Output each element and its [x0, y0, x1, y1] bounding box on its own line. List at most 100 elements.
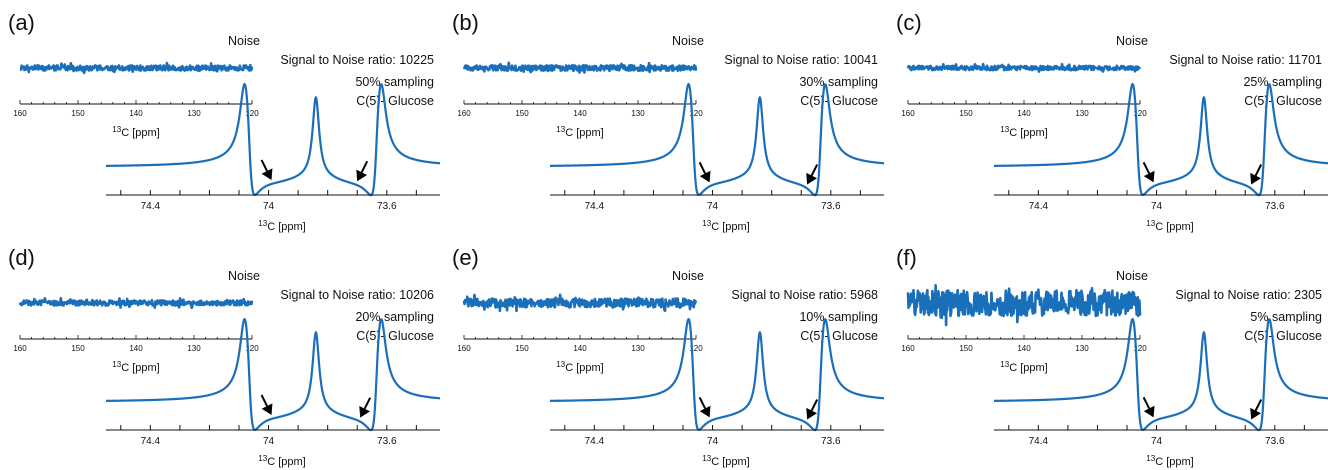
noise-title: Noise: [228, 269, 260, 283]
main-tick-label: 73.6: [377, 436, 397, 447]
spectrum-trace: [549, 317, 885, 432]
main-tick-label: 74: [1151, 436, 1163, 447]
panel-label: (c): [896, 10, 922, 35]
panel-svg: (a) Noise Signal to Noise ratio: 10225 50% …: [8, 10, 441, 233]
inset-tick-label: 130: [631, 344, 645, 353]
spectrum-trace: [549, 82, 885, 197]
noise-trace: [906, 62, 1142, 73]
inset-tick-label: 140: [573, 109, 587, 118]
annotation-arrow: [698, 396, 711, 418]
panel-label: (d): [8, 245, 35, 270]
spectrum-trace: [993, 317, 1328, 432]
inset-tick-label: 150: [71, 109, 85, 118]
panel-svg: (b) Noise Signal to Noise ratio: 10041 30% …: [452, 10, 885, 233]
annotation-arrow: [260, 394, 273, 415]
inset-tick-label: 120: [689, 109, 703, 118]
noise-title: Noise: [1116, 34, 1148, 48]
main-tick-label: 74.4: [1029, 436, 1049, 447]
panel-label: (f): [896, 245, 917, 270]
main-tick-label: 74.4: [585, 201, 605, 212]
inset-axis-label: 13C [ppm]: [112, 125, 159, 139]
inset-axis-label: 13C [ppm]: [112, 360, 159, 374]
annotation-arrow: [806, 164, 819, 185]
noise-trace: [19, 61, 254, 75]
inset-tick-label: 160: [457, 109, 471, 118]
main-tick-label: 73.6: [1265, 201, 1285, 212]
annotation-arrow: [1142, 161, 1155, 183]
sampling-label: 50% sampling: [355, 75, 434, 89]
carbon-label: C(5)- Glucose: [800, 94, 878, 108]
inset-tick-label: 140: [129, 109, 143, 118]
inset-axis-label: 13C [ppm]: [556, 125, 603, 139]
main-axis-label: 13C [ppm]: [258, 219, 305, 233]
main-tick-label: 74: [263, 436, 275, 447]
snr-label: Signal to Noise ratio: 5968: [731, 288, 878, 302]
panel-label: (a): [8, 10, 35, 35]
inset-tick-label: 130: [187, 344, 201, 353]
inset-tick-label: 160: [901, 344, 915, 353]
main-tick-label: 73.6: [1265, 436, 1285, 447]
main-tick-label: 74.4: [141, 436, 161, 447]
inset-tick-label: 160: [901, 109, 915, 118]
snr-label: Signal to Noise ratio: 10206: [280, 288, 434, 302]
inset-tick-label: 150: [959, 109, 973, 118]
inset-tick-label: 130: [1075, 109, 1089, 118]
inset-tick-label: 160: [457, 344, 471, 353]
inset-tick-label: 140: [129, 344, 143, 353]
spectrum-trace: [105, 317, 441, 432]
main-tick-label: 74: [1151, 201, 1163, 212]
inset-tick-label: 130: [1075, 344, 1089, 353]
main-tick-label: 74.4: [585, 436, 605, 447]
inset-tick-label: 130: [631, 109, 645, 118]
annotation-arrow: [806, 399, 819, 420]
annotation-arrow: [359, 397, 372, 418]
annotation-arrow: [260, 159, 273, 180]
annotation-arrow: [1250, 164, 1263, 185]
panel-c: (c) Noise Signal to Noise ratio: 11701 25% …: [888, 0, 1328, 235]
inset-tick-label: 150: [515, 109, 529, 118]
panel-svg: (d) Noise Signal to Noise ratio: 10206 20% …: [8, 245, 441, 468]
carbon-label: C(5)- Glucose: [1244, 94, 1322, 108]
main-tick-label: 73.6: [377, 201, 397, 212]
inset-tick-label: 120: [245, 109, 259, 118]
snr-label: Signal to Noise ratio: 10225: [280, 53, 434, 67]
inset-axis-label: 13C [ppm]: [556, 360, 603, 374]
inset-tick-label: 160: [13, 109, 27, 118]
panel-f: (f) Noise Signal to Noise ratio: 2305 5% sa…: [888, 235, 1328, 470]
main-axis-label: 13C [ppm]: [702, 454, 749, 468]
inset-tick-label: 150: [959, 344, 973, 353]
annotation-arrow: [356, 160, 369, 182]
inset-tick-label: 140: [573, 344, 587, 353]
inset-tick-label: 120: [1133, 109, 1147, 118]
panel-a: (a) Noise Signal to Noise ratio: 10225 50% …: [0, 0, 441, 235]
panel-d: (d) Noise Signal to Noise ratio: 10206 20% …: [0, 235, 441, 470]
inset-tick-label: 150: [71, 344, 85, 353]
inset-tick-label: 150: [515, 344, 529, 353]
inset-axis-label: 13C [ppm]: [1000, 125, 1047, 139]
sampling-label: 10% sampling: [799, 310, 878, 324]
snr-label: Signal to Noise ratio: 2305: [1175, 288, 1322, 302]
main-axis-label: 13C [ppm]: [258, 454, 305, 468]
carbon-label: C(5)- Glucose: [356, 329, 434, 343]
inset-axis-label: 13C [ppm]: [1000, 360, 1047, 374]
panel-label: (b): [452, 10, 479, 35]
noise-title: Noise: [228, 34, 260, 48]
main-tick-label: 74.4: [1029, 201, 1049, 212]
inset-tick-label: 120: [689, 344, 703, 353]
inset-tick-label: 140: [1017, 344, 1031, 353]
main-tick-label: 74: [707, 436, 719, 447]
main-axis-label: 13C [ppm]: [1146, 219, 1193, 233]
inset-tick-label: 130: [187, 109, 201, 118]
inset-tick-label: 120: [1133, 344, 1147, 353]
panel-svg: (e) Noise Signal to Noise ratio: 5968 10% s…: [452, 245, 885, 468]
panel-label: (e): [452, 245, 479, 270]
noise-trace: [462, 61, 698, 74]
noise-title: Noise: [1116, 269, 1148, 283]
main-tick-label: 74: [263, 201, 275, 212]
panel-e: (e) Noise Signal to Noise ratio: 5968 10% s…: [444, 235, 885, 470]
inset-tick-label: 140: [1017, 109, 1031, 118]
panel-svg: (c) Noise Signal to Noise ratio: 11701 25% …: [896, 10, 1328, 233]
snr-label: Signal to Noise ratio: 11701: [1169, 53, 1322, 67]
main-tick-label: 73.6: [821, 436, 841, 447]
noise-trace: [18, 296, 254, 310]
